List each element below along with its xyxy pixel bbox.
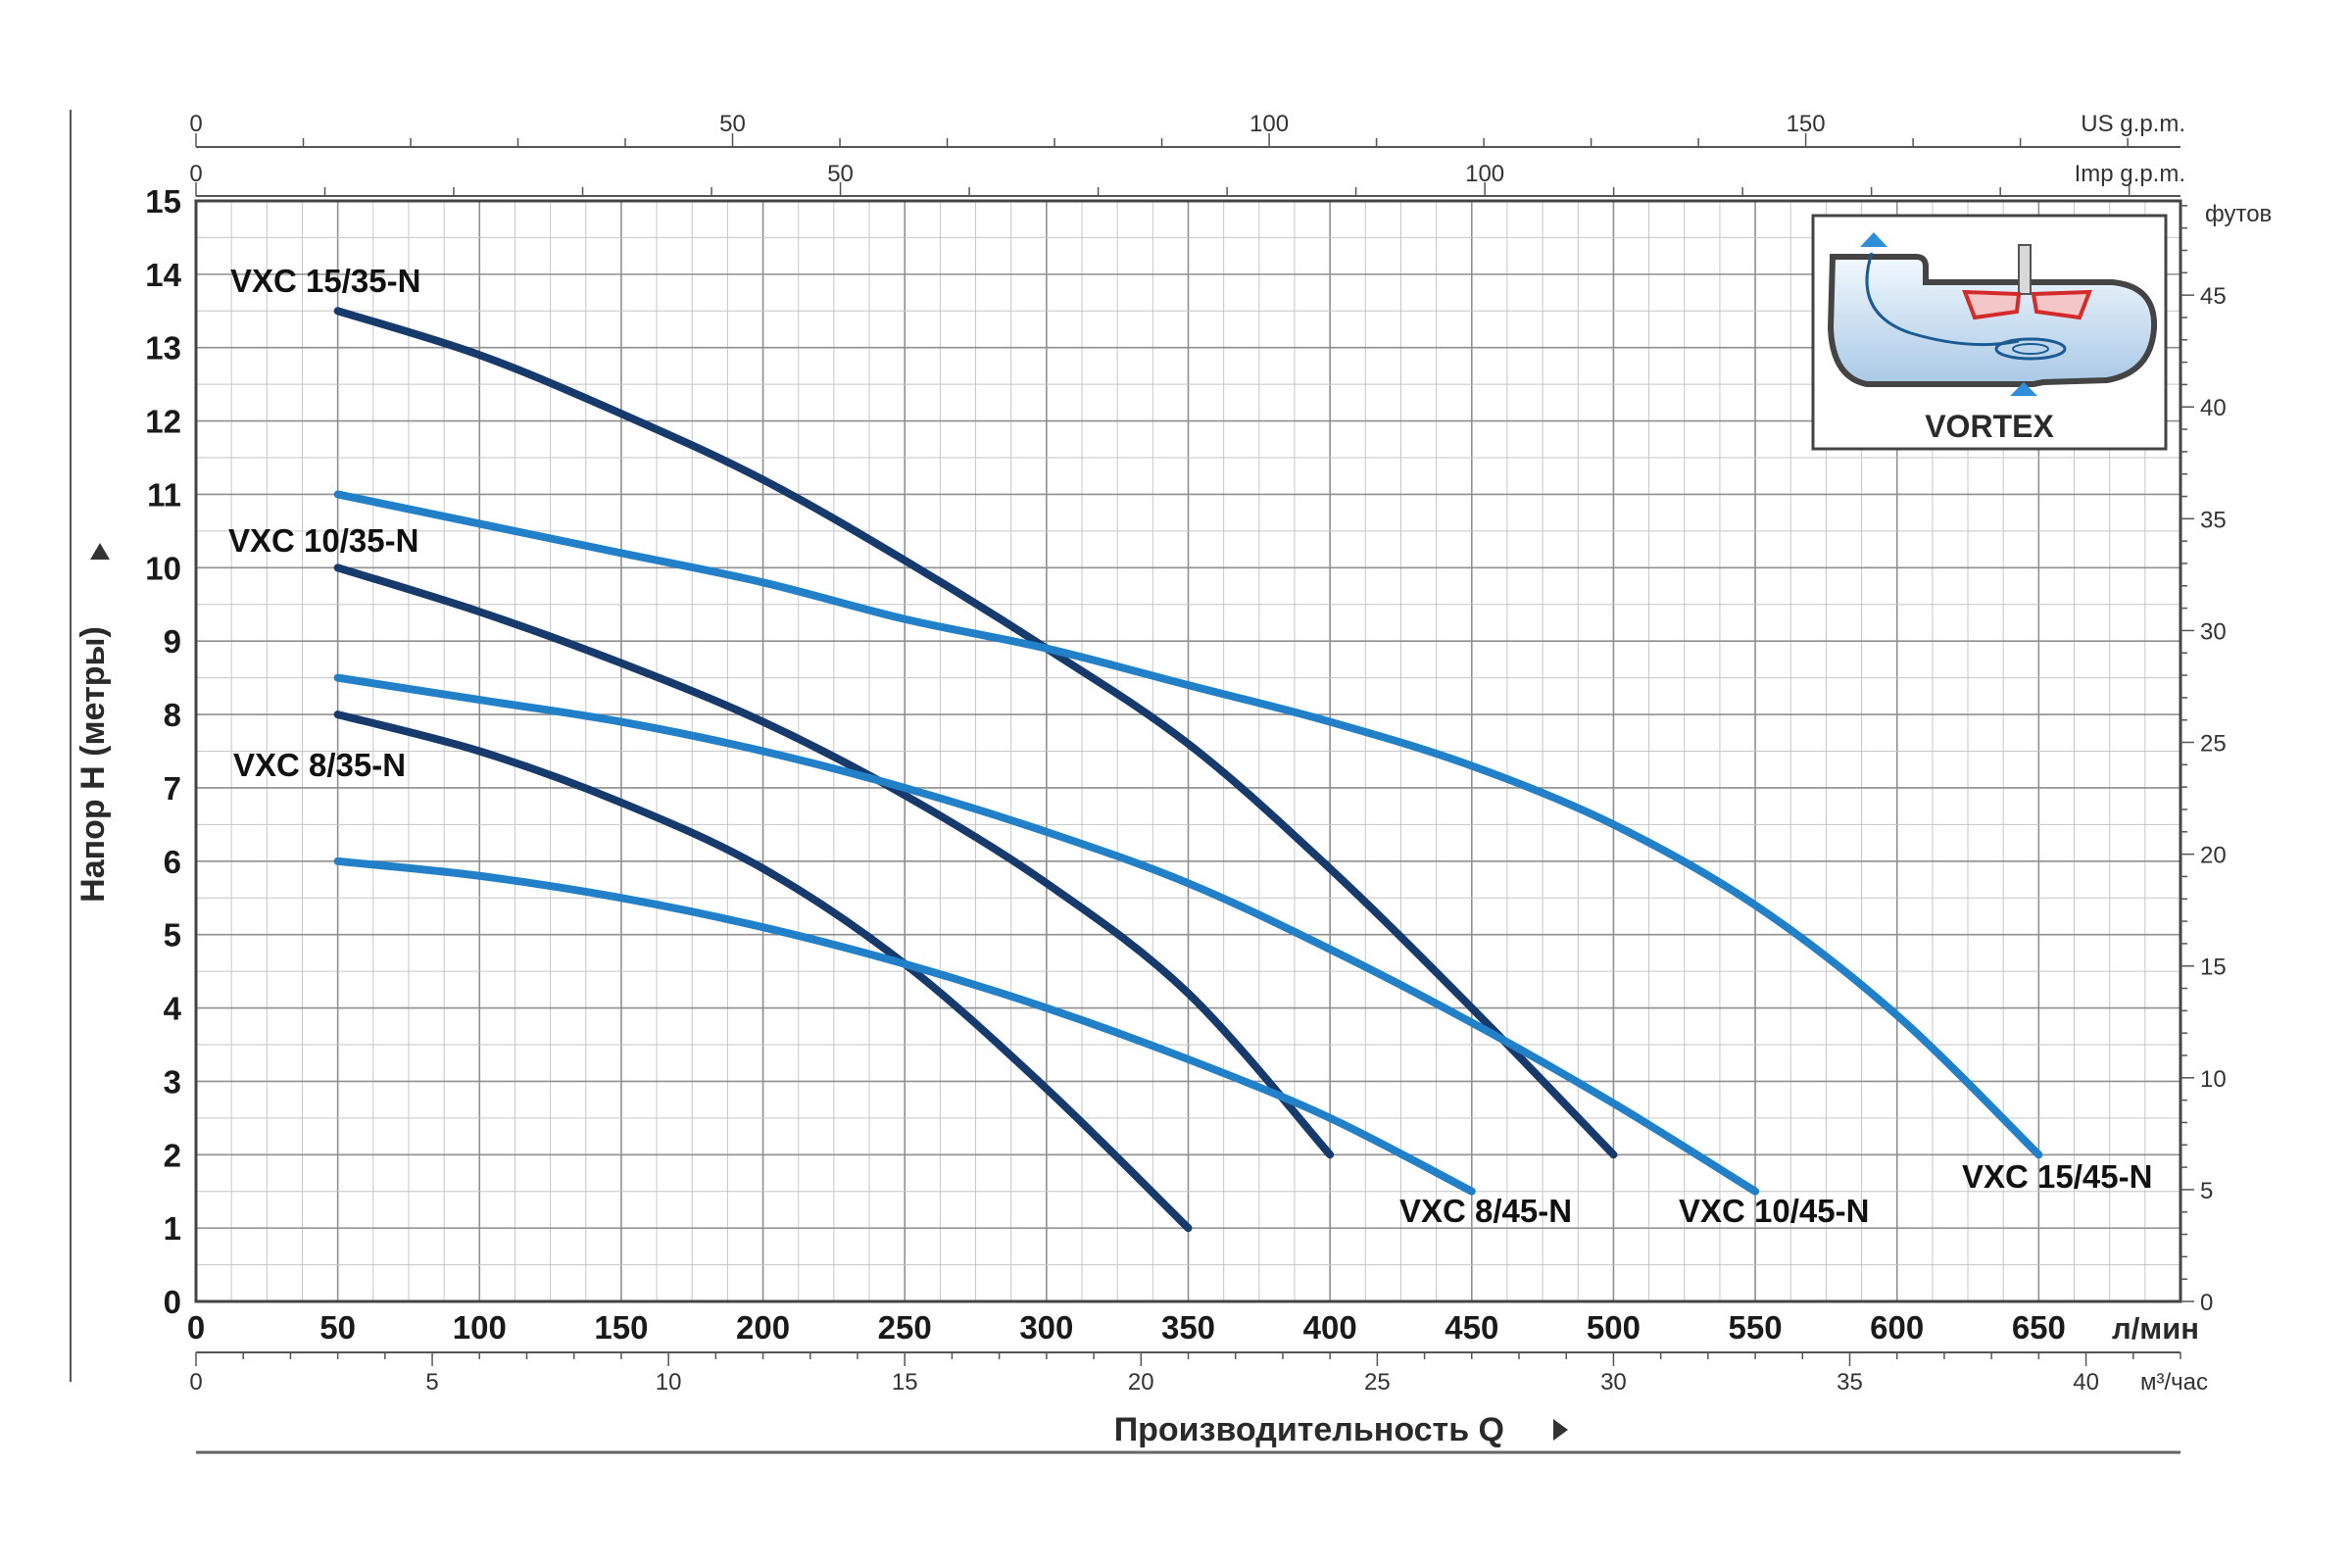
pump-casing: [1827, 254, 2158, 387]
x-tick-label: 250: [878, 1309, 932, 1346]
y-tick-label: 11: [147, 476, 181, 513]
x-axis-title: Производительность Q: [1114, 1411, 1504, 1448]
x-tick-label: 600: [1870, 1309, 1924, 1346]
outlet-arrow-icon: [1860, 232, 1887, 247]
inlet-arrow-icon: [2010, 382, 2037, 396]
feet-tick-label: 5: [2200, 1178, 2213, 1204]
y-tick-label: 1: [164, 1210, 181, 1247]
feet-tick-label: 15: [2200, 955, 2227, 981]
feet-tick-label: 45: [2200, 283, 2227, 310]
feet-tick-label: 10: [2200, 1066, 2227, 1093]
x-tick-label: 100: [453, 1309, 507, 1346]
y-tick-label: 12: [145, 404, 181, 440]
plot-frame: [194, 199, 2182, 1303]
y-tick-label: 13: [145, 330, 181, 367]
imp-gpm-tick-label: 50: [827, 161, 854, 187]
series-line-vxc-8-35-n: [333, 710, 1193, 1233]
m3-tick-label: 35: [1837, 1369, 1863, 1396]
y-tick-label: 4: [164, 991, 182, 1027]
series-line-vxc-15-45-n: [333, 490, 2043, 1159]
us-gpm-tick-label: 50: [719, 111, 746, 137]
y-tick-label: 8: [164, 697, 181, 733]
series-label: VXC 8/45-N: [1399, 1193, 1572, 1229]
y-axis-title: Напор H (метры): [74, 626, 112, 903]
m3-tick-label: 15: [892, 1369, 918, 1396]
x-tick-label: 0: [187, 1309, 205, 1346]
feet-tick-label: 40: [2200, 395, 2227, 421]
unit-feet: футов: [2205, 201, 2272, 227]
series-label: VXC 15/35-N: [230, 263, 420, 299]
impeller-blade-left: [1962, 289, 2022, 320]
unit-us-gpm: US g.p.m.: [2081, 111, 2185, 137]
m3-tick-label: 20: [1128, 1369, 1154, 1396]
feet-tick-label: 30: [2200, 618, 2227, 645]
y-tick-label: 3: [164, 1063, 181, 1100]
y-tick-label: 0: [164, 1284, 181, 1320]
us-gpm-tick-label: 150: [1787, 111, 1826, 137]
y-tick-label: 14: [145, 257, 181, 293]
series-line-vxc-10-45-n: [333, 673, 1760, 1196]
feet-tick-label: 0: [2200, 1290, 2213, 1316]
series-line-vxc-10-35-n: [333, 564, 1335, 1159]
x-tick-label: 200: [736, 1309, 790, 1346]
vortex-swirl-inner: [2012, 343, 2049, 355]
x-tick-label: 350: [1161, 1309, 1215, 1346]
series-label: VXC 8/35-N: [233, 747, 406, 783]
inset-label: VORTEX: [1925, 409, 2054, 444]
feet-tick-label: 35: [2200, 507, 2227, 533]
unit-m3-h: м³/час: [2140, 1369, 2208, 1396]
series-label: VXC 15/45-N: [1962, 1158, 2152, 1195]
feet-tick-label: 25: [2200, 731, 2227, 758]
vortex-inset: VORTEX: [1811, 214, 2168, 451]
x-tick-label: 150: [594, 1309, 648, 1346]
x-tick-label: 550: [1729, 1309, 1783, 1346]
imp-gpm-tick-label: 100: [1465, 161, 1504, 187]
m3-tick-label: 10: [656, 1369, 682, 1396]
x-axis-arrow-icon: [1553, 1419, 1568, 1441]
curves: VXC 15/35-N VXC 10/35-N VXC 8/35-N VXC 15/4…: [228, 263, 2152, 1233]
impeller-blade-right: [2031, 289, 2092, 320]
x-tick-label: 50: [319, 1309, 356, 1346]
x-tick-label: 300: [1019, 1309, 1073, 1346]
x-tick-label: 500: [1587, 1309, 1641, 1346]
unit-l-min: л/мин: [2112, 1311, 2199, 1346]
flow-line: [1865, 252, 2020, 347]
m3-tick-label: 25: [1364, 1369, 1391, 1396]
y-tick-label: 10: [145, 550, 181, 586]
vortex-swirl: [1994, 337, 2067, 361]
series-label: VXC 10/35-N: [228, 522, 418, 559]
m3-tick-label: 40: [2073, 1369, 2099, 1396]
us-gpm-tick-label: 0: [189, 111, 202, 137]
series-line-vxc-8-45-n: [333, 857, 1476, 1196]
m3-tick-label: 30: [1600, 1369, 1627, 1396]
x-tick-label: 400: [1303, 1309, 1357, 1346]
series-line-vxc-15-35-n: [333, 307, 1618, 1159]
feet-tick-label: 20: [2200, 843, 2227, 869]
us-gpm-tick-label: 100: [1250, 111, 1289, 137]
grid: [196, 201, 2180, 1301]
unit-imp-gpm: Imp g.p.m.: [2075, 161, 2185, 187]
y-tick-label: 9: [164, 623, 181, 660]
y-tick-label: 2: [164, 1137, 181, 1173]
impeller-shaft: [2018, 244, 2032, 295]
x-tick-label: 450: [1445, 1309, 1498, 1346]
m3-tick-label: 0: [189, 1369, 202, 1396]
m3-tick-label: 5: [425, 1369, 438, 1396]
x-tick-label: 650: [2012, 1309, 2066, 1346]
series-label: VXC 10/45-N: [1679, 1193, 1869, 1229]
y-tick-label: 7: [164, 770, 181, 807]
y-tick-label: 15: [145, 183, 181, 220]
y-tick-label: 5: [164, 917, 181, 954]
axes: 0 50 100 150 200 250 300 350 400 450 500 550 600 6500…: [145, 111, 2226, 1396]
imp-gpm-tick-label: 0: [189, 161, 202, 187]
y-axis-arrow-icon: [90, 543, 110, 560]
y-tick-label: 6: [164, 844, 181, 880]
